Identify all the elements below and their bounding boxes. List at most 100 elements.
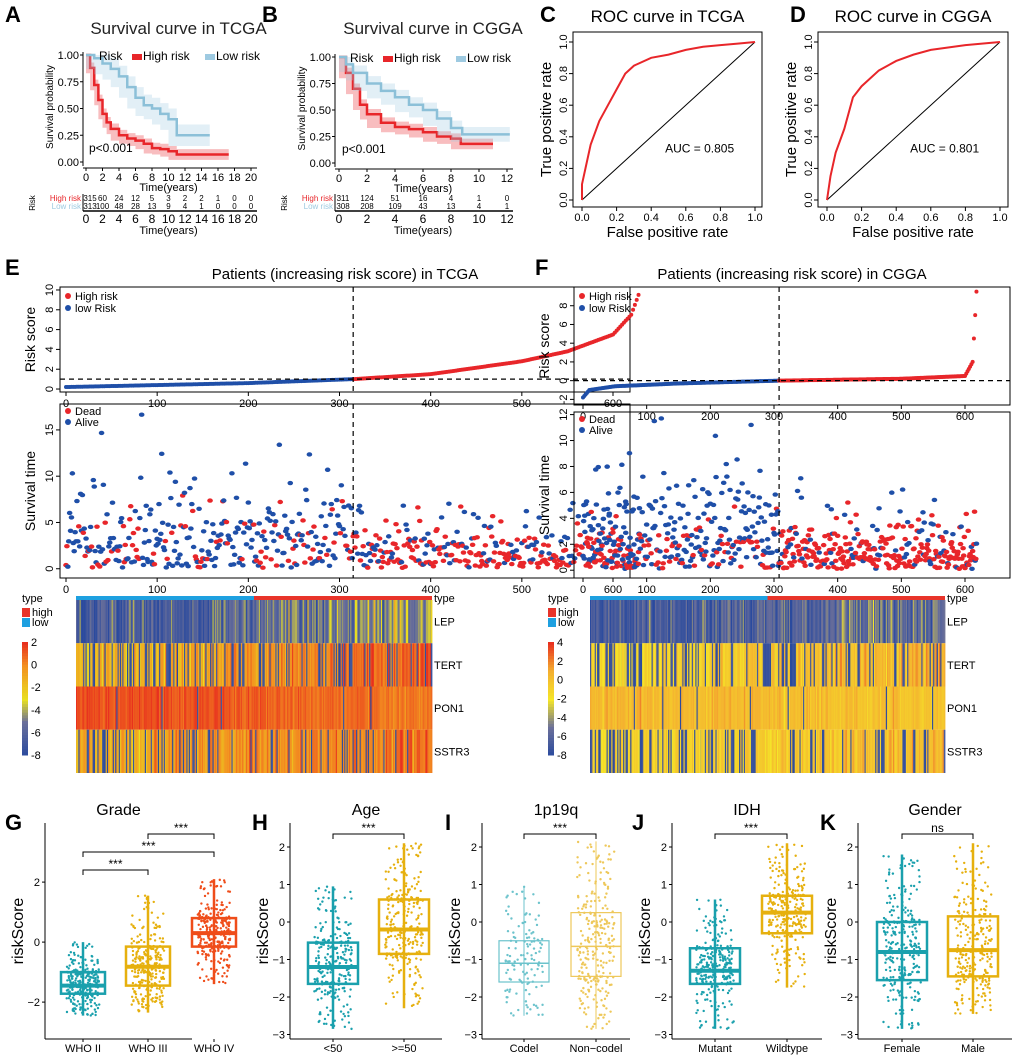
heatmap-cell xyxy=(866,643,869,687)
heatmap-cell xyxy=(683,600,686,644)
heatmap-cell xyxy=(288,643,290,687)
heatmap-cell xyxy=(830,643,832,687)
y-axis-label: Survival time xyxy=(22,451,38,531)
alive-point xyxy=(766,503,772,508)
heatmap-cell xyxy=(708,643,710,687)
heatmap-cell xyxy=(166,686,168,730)
heatmap-cell xyxy=(170,686,173,730)
heatmap-cell xyxy=(96,729,98,773)
heatmap-cell xyxy=(337,600,339,644)
heatmap-cell xyxy=(212,643,215,687)
heatmap-cell xyxy=(354,686,357,730)
color-scale-step xyxy=(22,673,28,677)
heatmap-cell xyxy=(792,643,794,687)
heatmap-cell xyxy=(795,643,798,687)
heatmap-cell xyxy=(820,686,823,730)
heatmap-cell xyxy=(652,643,655,687)
alive-point xyxy=(549,533,555,538)
heatmap-cell xyxy=(231,643,234,687)
heatmap-cell xyxy=(875,600,877,644)
color-scale-step xyxy=(548,721,554,725)
alive-point xyxy=(327,512,334,517)
heatmap-cell xyxy=(299,600,301,644)
heatmap-cell xyxy=(685,686,688,730)
heatmap-cell xyxy=(301,729,304,773)
heatmap-cell xyxy=(690,729,693,773)
heatmap-cell xyxy=(290,729,293,773)
alive-point xyxy=(761,519,768,524)
heatmap-cell xyxy=(314,600,317,644)
jitter-point xyxy=(79,965,82,969)
type-label: type xyxy=(434,593,455,605)
heatmap-cell xyxy=(240,643,243,687)
heatmap-cell xyxy=(408,686,410,730)
dead-point xyxy=(911,546,917,551)
y-tick-label: 1.00 xyxy=(58,50,79,62)
risk-point xyxy=(636,292,641,297)
heatmap-cell xyxy=(137,686,140,730)
heatmap-cell xyxy=(309,729,312,773)
heatmap-cell xyxy=(754,729,757,773)
heatmap-cell xyxy=(307,600,309,644)
heatmap-cell xyxy=(747,729,749,773)
heatmap-cell xyxy=(205,686,207,730)
heatmap-cell xyxy=(282,729,285,773)
heatmap-cell xyxy=(415,686,417,730)
heatmap-cell xyxy=(208,600,211,644)
dead-point xyxy=(840,554,847,559)
heatmap-cell xyxy=(807,600,810,644)
heatmap-cell xyxy=(658,643,661,687)
km-curve-low-risk xyxy=(339,55,510,136)
alive-point xyxy=(903,551,910,557)
heatmap-cell xyxy=(256,600,258,644)
heatmap-cell xyxy=(647,600,650,644)
heatmap-cell xyxy=(319,643,321,687)
heatmap-cell xyxy=(829,729,831,773)
heatmap-cell xyxy=(146,686,148,730)
heatmap-cell xyxy=(218,729,220,773)
heatmap-cell xyxy=(421,686,423,730)
jitter-point xyxy=(98,1003,101,1006)
heatmap-cell xyxy=(409,643,412,687)
alive-point xyxy=(793,531,800,536)
heatmap-cell xyxy=(901,600,903,644)
alive-point xyxy=(626,560,633,565)
heatmap-cell xyxy=(801,643,804,687)
heatmap-cell xyxy=(788,686,791,730)
heatmap-cell xyxy=(277,729,280,773)
heatmap-cell xyxy=(874,600,876,644)
alive-point xyxy=(320,542,326,548)
alive-point xyxy=(745,490,751,495)
x-tick-label: 0.8 xyxy=(713,212,728,224)
jitter-point xyxy=(90,1004,93,1008)
heatmap-cell xyxy=(416,686,419,730)
dead-point xyxy=(676,543,682,548)
heatmap-cell xyxy=(248,643,250,687)
heatmap-cell xyxy=(183,686,186,730)
risk-count: 5 xyxy=(150,194,155,203)
heatmap-cell xyxy=(344,643,346,687)
color-scale-step xyxy=(22,687,28,691)
heatmap-cell xyxy=(891,686,894,730)
heatmap-cell xyxy=(122,729,124,773)
alive-point xyxy=(665,522,672,527)
heatmap-cell xyxy=(928,686,931,730)
heatmap-cell xyxy=(384,686,387,730)
heatmap-cell xyxy=(418,729,421,773)
heatmap-cell xyxy=(333,600,336,644)
heatmap-cell xyxy=(675,643,677,687)
heatmap-cell xyxy=(940,643,942,687)
alive-point xyxy=(298,538,305,543)
heatmap-cell xyxy=(629,686,631,730)
heatmap-cell xyxy=(850,686,852,730)
alive-point xyxy=(265,506,272,511)
heatmap-cell xyxy=(787,643,790,687)
alive-point xyxy=(289,519,295,525)
heatmap-cell xyxy=(651,600,654,644)
jitter-point xyxy=(67,974,70,978)
heatmap-cell xyxy=(795,729,798,773)
alive-point xyxy=(739,481,745,486)
heatmap-cell xyxy=(172,600,174,644)
heatmap-cell xyxy=(90,600,92,644)
heatmap-cell xyxy=(734,600,736,644)
